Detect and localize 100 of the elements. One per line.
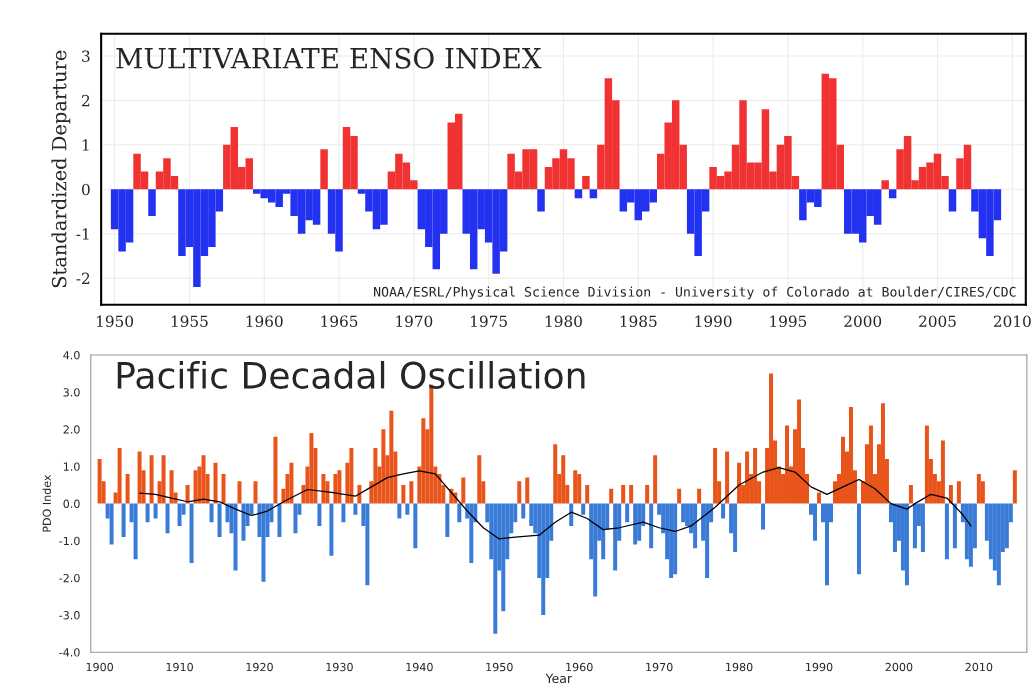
bar xyxy=(321,473,326,504)
y-tick-label: -1 xyxy=(76,228,89,240)
bar xyxy=(629,485,634,504)
bar xyxy=(217,503,222,538)
bar xyxy=(373,447,378,504)
bar xyxy=(133,503,138,560)
bar xyxy=(273,436,278,504)
bar xyxy=(413,503,418,549)
bar xyxy=(165,503,170,534)
chart-title: MULTIVARIATE ENSO INDEX xyxy=(116,47,542,69)
bar xyxy=(145,503,150,523)
bar xyxy=(948,189,957,212)
y-tick-label: 0.0 xyxy=(63,499,80,508)
bar xyxy=(653,455,658,504)
bar xyxy=(582,175,590,190)
bar xyxy=(117,447,122,504)
bar xyxy=(581,503,586,515)
bar xyxy=(817,492,822,504)
bar xyxy=(892,503,897,552)
bar xyxy=(153,503,158,519)
bar xyxy=(996,503,1001,586)
bar xyxy=(753,447,758,504)
bar xyxy=(349,447,354,504)
bar xyxy=(501,503,506,612)
bar xyxy=(109,503,114,545)
bar xyxy=(681,503,686,523)
x-tick-label: 1975 xyxy=(471,315,507,328)
x-tick-label: 1960 xyxy=(246,315,283,328)
bar xyxy=(813,503,818,541)
bar xyxy=(669,503,674,578)
bar xyxy=(320,149,328,190)
bar xyxy=(677,488,682,504)
bar xyxy=(201,455,206,504)
bar xyxy=(673,503,678,575)
bar xyxy=(189,503,194,564)
bar xyxy=(577,473,582,504)
bar xyxy=(1012,470,1017,504)
bar xyxy=(761,503,766,530)
bar xyxy=(193,470,198,504)
bar xyxy=(912,503,917,549)
bar xyxy=(409,481,414,504)
x-tick-label: 1960 xyxy=(566,662,593,672)
bar xyxy=(521,503,526,519)
bar xyxy=(649,503,654,549)
bar xyxy=(237,481,242,504)
x-tick-label: 2010 xyxy=(993,315,1031,328)
bar xyxy=(137,451,142,504)
bar xyxy=(585,485,590,504)
bar xyxy=(968,503,973,567)
x-tick-label: 1950 xyxy=(486,662,513,672)
bar xyxy=(169,470,174,504)
x-tick-label: 1980 xyxy=(726,662,753,672)
bar xyxy=(633,503,638,545)
x-tick-label: 1955 xyxy=(171,315,208,328)
bar xyxy=(381,429,386,504)
bar xyxy=(737,462,742,504)
bar xyxy=(956,481,961,504)
bar xyxy=(733,503,738,552)
bar xyxy=(341,503,346,523)
bar xyxy=(589,189,598,199)
x-tick-label: 2000 xyxy=(885,662,913,672)
x-tick-label: 1950 xyxy=(97,315,134,328)
bar xyxy=(213,462,218,504)
bar xyxy=(940,440,945,504)
bar xyxy=(97,459,102,504)
y-tick-label: 4.0 xyxy=(63,350,80,360)
bar xyxy=(333,473,338,504)
bar xyxy=(397,503,402,519)
bar xyxy=(309,433,314,504)
y-tick-label: -2.0 xyxy=(59,573,80,583)
bar xyxy=(574,189,583,199)
bar xyxy=(289,462,294,504)
x-tick-label: 1985 xyxy=(620,315,657,328)
bar xyxy=(613,503,618,571)
x-tick-label: 1940 xyxy=(406,662,433,672)
bar xyxy=(908,485,913,504)
bar xyxy=(357,485,362,504)
bar xyxy=(185,485,190,504)
y-tick-label: 1.0 xyxy=(63,462,80,471)
bar xyxy=(477,455,482,504)
bar xyxy=(713,447,718,504)
x-tick-label: 1965 xyxy=(321,315,358,328)
bar xyxy=(593,503,598,597)
bar xyxy=(553,444,558,504)
x-tick-label: 1970 xyxy=(646,662,673,672)
bar xyxy=(601,503,606,560)
bar xyxy=(353,503,358,515)
bar xyxy=(525,477,530,504)
bar xyxy=(177,503,182,526)
bar xyxy=(125,473,130,504)
bar xyxy=(888,189,897,199)
bar xyxy=(944,503,949,560)
bar xyxy=(405,503,410,515)
y-tick-label: 3 xyxy=(82,50,90,62)
bar xyxy=(705,503,710,578)
bar xyxy=(561,455,566,504)
x-tick-label: 2000 xyxy=(844,315,882,328)
y-tick-label: 0 xyxy=(82,183,90,196)
x-tick-label: 1910 xyxy=(166,662,193,672)
bar xyxy=(261,503,266,582)
